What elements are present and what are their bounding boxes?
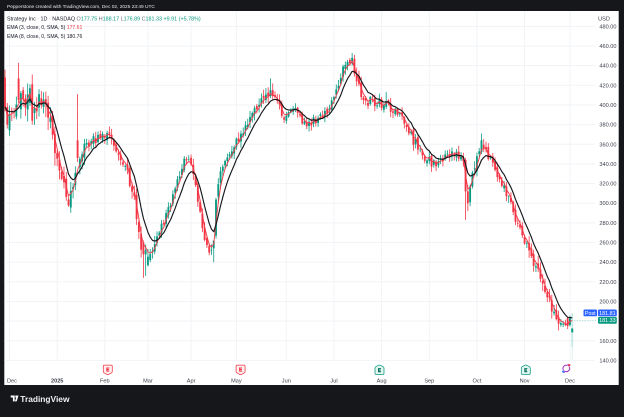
svg-text:2025: 2025 xyxy=(51,379,63,385)
svg-text:420.00: 420.00 xyxy=(599,83,616,89)
svg-text:EMA (3, close, 0, SMA, 5) 177.: EMA (3, close, 0, SMA, 5) 177.61 xyxy=(7,25,82,31)
svg-text:Strategy Inc · 1D · NASDAQ O17: Strategy Inc · 1D · NASDAQ O177.75 H188.… xyxy=(7,16,201,22)
svg-text:400.00: 400.00 xyxy=(599,103,616,109)
svg-text:480.00: 480.00 xyxy=(599,24,616,30)
svg-text:USD: USD xyxy=(598,17,610,23)
svg-text:Jun: Jun xyxy=(282,379,291,385)
svg-text:Nov: Nov xyxy=(520,379,530,385)
svg-text:320.00: 320.00 xyxy=(599,182,616,188)
svg-text:Apr: Apr xyxy=(187,379,196,385)
svg-text:140.00: 140.00 xyxy=(599,358,616,364)
svg-text:160.00: 160.00 xyxy=(599,339,616,345)
svg-text:280.00: 280.00 xyxy=(599,221,616,227)
svg-text:Mar: Mar xyxy=(143,379,153,385)
svg-text:181.81: 181.81 xyxy=(599,311,616,317)
svg-text:460.00: 460.00 xyxy=(599,44,616,50)
svg-text:181.33: 181.33 xyxy=(599,318,616,324)
svg-text:Aug: Aug xyxy=(377,379,387,385)
svg-text:Dec: Dec xyxy=(7,379,17,385)
svg-text:EMA (8, close, 0, SMA, 5) 180.: EMA (8, close, 0, SMA, 5) 180.76 xyxy=(7,34,82,40)
svg-text:Feb: Feb xyxy=(100,379,110,385)
svg-text:TradingView: TradingView xyxy=(20,394,70,404)
svg-text:240.00: 240.00 xyxy=(599,260,616,266)
svg-text:200.00: 200.00 xyxy=(599,299,616,305)
svg-text:Oct: Oct xyxy=(473,379,482,385)
svg-text:340.00: 340.00 xyxy=(599,162,616,168)
svg-text:Pepperstone created with Tradi: Pepperstone created with TradingView.com… xyxy=(7,4,155,10)
svg-text:Post: Post xyxy=(585,311,596,317)
svg-text:Jul: Jul xyxy=(330,379,337,385)
svg-text:Dec: Dec xyxy=(565,379,575,385)
svg-text:220.00: 220.00 xyxy=(599,280,616,286)
svg-text:May: May xyxy=(231,379,242,385)
svg-text:440.00: 440.00 xyxy=(599,64,616,70)
svg-text:300.00: 300.00 xyxy=(599,201,616,207)
svg-text:Sep: Sep xyxy=(424,379,434,385)
svg-text:360.00: 360.00 xyxy=(599,142,616,148)
svg-text:260.00: 260.00 xyxy=(599,241,616,247)
svg-text:380.00: 380.00 xyxy=(599,123,616,129)
